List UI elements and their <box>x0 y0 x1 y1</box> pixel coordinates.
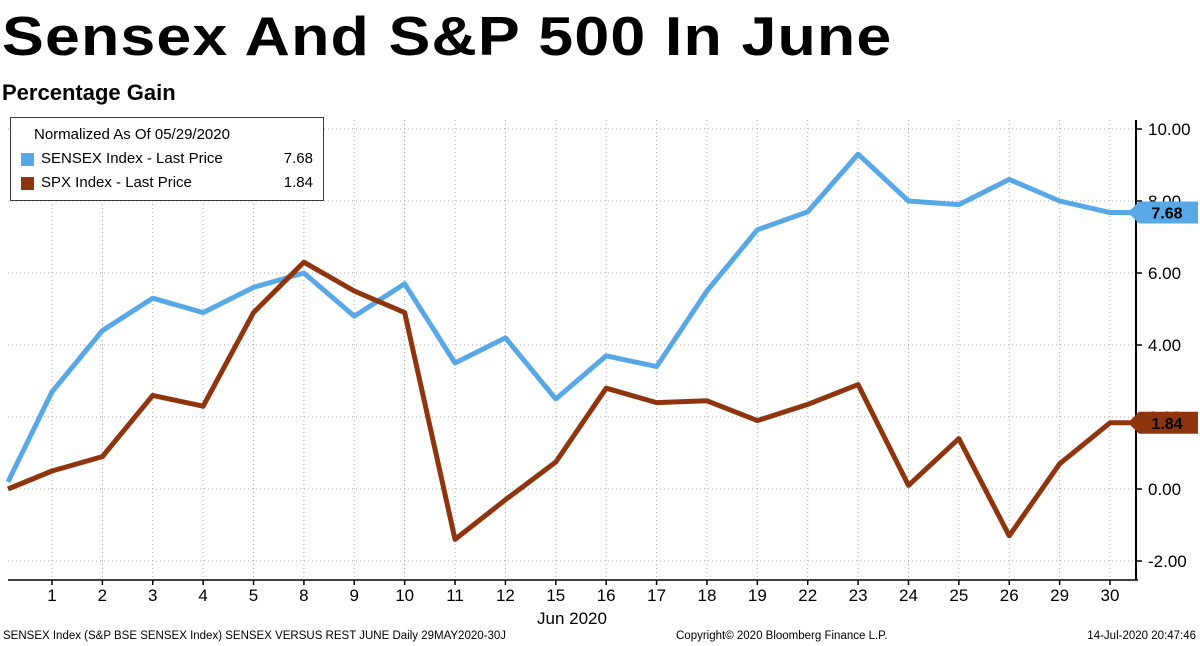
x-tick-label: 11 <box>446 586 464 605</box>
y-tick-label: 4.00 <box>1148 336 1181 355</box>
x-tick-label: 3 <box>148 586 157 605</box>
y-tick-label: 10.00 <box>1148 120 1191 139</box>
footer-security-info: SENSEX Index (S&P BSE SENSEX Index) SENS… <box>3 630 507 642</box>
chart-svg: 10.008.006.004.002.000.00-2.001234589101… <box>5 120 1198 625</box>
legend-box: Normalized As Of 05/29/2020 SENSEX Index… <box>10 117 324 201</box>
x-tick-label: 10 <box>395 586 414 605</box>
legend-normalized-label: Normalized As Of 05/29/2020 <box>34 126 230 143</box>
legend-spx-label: SPX Index - Last Price <box>41 174 192 191</box>
y-tick-label: 0.00 <box>1148 480 1181 499</box>
sensex-swatch-icon <box>21 152 34 166</box>
x-tick-label: 8 <box>299 586 308 605</box>
axis-labels: 10.008.006.004.002.000.00-2.001234589101… <box>47 120 1190 625</box>
footer-timestamp: 14-Jul-2020 20:47:46 <box>1087 630 1196 642</box>
x-tick-label: 22 <box>798 586 817 605</box>
gridlines <box>8 120 1136 580</box>
chart-subtitle: Percentage Gain <box>2 80 176 105</box>
x-tick-label: 29 <box>1050 586 1069 605</box>
price-badges: 7.68 1.84 <box>1128 201 1198 434</box>
footer: SENSEX Index (S&P BSE SENSEX Index) SENS… <box>0 630 1200 646</box>
x-tick-label: 12 <box>496 586 515 605</box>
spx-swatch-icon <box>21 176 34 190</box>
x-tick-label: 19 <box>748 586 767 605</box>
legend-sensex-label: SENSEX Index - Last Price <box>41 150 223 167</box>
legend-item-sensex: SENSEX Index - Last Price 7.68 <box>21 147 313 171</box>
x-tick-label: 30 <box>1101 586 1120 605</box>
x-tick-label: 24 <box>899 586 918 605</box>
x-tick-label: 5 <box>249 586 258 605</box>
x-tick-label: 4 <box>198 586 207 605</box>
series-lines <box>5 151 1136 542</box>
x-tick-label: 25 <box>949 586 968 605</box>
x-tick-label: 16 <box>597 586 616 605</box>
legend-item-spx: SPX Index - Last Price 1.84 <box>21 171 313 195</box>
x-tick-label: 15 <box>546 586 565 605</box>
x-tick-label: 17 <box>647 586 666 605</box>
y-tick-label: 6.00 <box>1148 264 1181 283</box>
spx-price-badge <box>1128 411 1198 434</box>
x-tick-label: 26 <box>1000 586 1019 605</box>
x-axis-title: Jun 2020 <box>537 609 607 625</box>
x-tick-label: 1 <box>47 586 56 605</box>
axes <box>8 120 1142 585</box>
spx-price-badge-label: 1.84 <box>1151 416 1182 433</box>
legend-spx-value: 1.84 <box>283 174 313 191</box>
chart-title: Sensex And S&P 500 In June <box>2 5 893 67</box>
sensex-price-badge <box>1128 201 1198 224</box>
x-tick-label: 9 <box>350 586 359 605</box>
y-tick-label: -2.00 <box>1148 552 1187 571</box>
x-tick-label: 23 <box>849 586 868 605</box>
sensex-line <box>5 151 1136 483</box>
sensex-price-badge-label: 7.68 <box>1151 206 1182 223</box>
x-tick-label: 2 <box>98 586 107 605</box>
spx-line <box>7 259 1136 542</box>
x-tick-label: 18 <box>697 586 716 605</box>
footer-copyright: Copyright© 2020 Bloomberg Finance L.P. <box>676 630 888 642</box>
legend-sensex-value: 7.68 <box>283 150 313 167</box>
